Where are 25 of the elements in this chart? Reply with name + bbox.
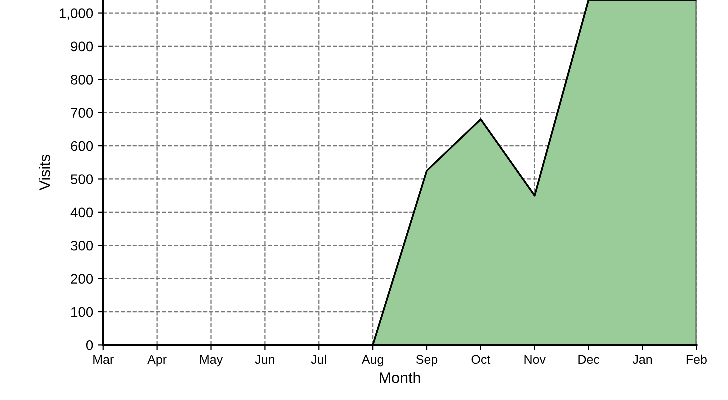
y-tick-label: 200 [71, 274, 94, 284]
y-tick-label: 1,000 [60, 8, 94, 20]
y-tick-label: 900 [71, 42, 94, 52]
y-tick-label: 500 [71, 174, 94, 184]
x-tick-label: Jan [632, 355, 652, 364]
y-tick-label: 0 [86, 340, 94, 350]
y-tick-label: 400 [70, 208, 94, 218]
x-tick-label: Sep [416, 355, 438, 367]
x-tick-label: Aug [362, 355, 384, 367]
x-axis-title: Month [380, 372, 420, 384]
x-tick-label: Jun [255, 355, 274, 364]
x-tick-label: Mar [94, 355, 114, 364]
x-tick-label: Oct [472, 355, 491, 364]
y-tick-label: 700 [71, 108, 94, 118]
y-axis-title: Visits [39, 155, 50, 191]
x-tick-label: May [200, 355, 224, 367]
y-tick-label: 800 [71, 74, 94, 85]
x-tick-label: Apr [148, 355, 167, 367]
x-tick-label: Nov [524, 355, 546, 364]
x-tick-label: Jul [311, 354, 326, 364]
y-tick-label: 300 [71, 240, 94, 251]
y-tick-label: 100 [72, 307, 94, 318]
x-tick-label: Feb [686, 354, 707, 364]
x-tick-label: Dec [578, 355, 600, 364]
y-tick-label: 600 [71, 141, 94, 152]
